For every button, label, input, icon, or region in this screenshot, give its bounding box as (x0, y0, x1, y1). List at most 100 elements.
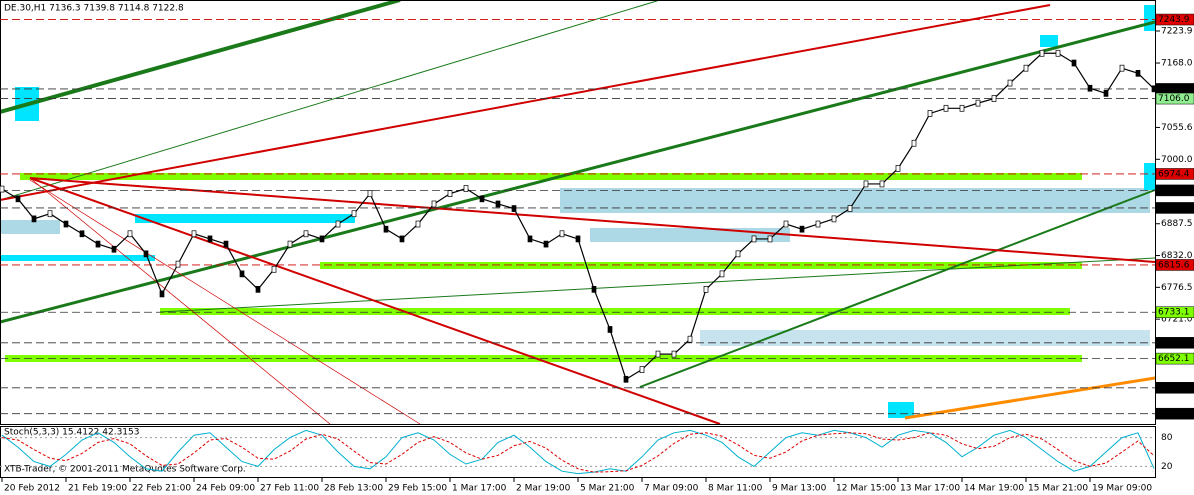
x-tick-label: 9 Mar 13:00 (772, 484, 827, 494)
candle (831, 215, 837, 223)
candle (175, 260, 181, 268)
candle (335, 220, 341, 228)
level-box (1155, 13, 1194, 26)
candle (463, 185, 469, 192)
zone-bar (320, 262, 1082, 269)
trend-line (0, 0, 401, 114)
candle (303, 230, 309, 238)
candle (703, 286, 709, 293)
candle (1087, 84, 1093, 92)
level-box (1155, 382, 1194, 394)
trend-line (0, 0, 661, 201)
stoch-line (1, 429, 1155, 475)
x-tick-label: 15 Mar 21:00 (1028, 484, 1088, 494)
candle (655, 350, 661, 358)
copyright: XTB-Trader, © 2001-2011 MetaQuotes Softw… (4, 465, 246, 475)
level-label: 7106.0 (1158, 94, 1190, 104)
candle (383, 225, 389, 233)
candle (767, 235, 773, 243)
marker-box (1040, 35, 1058, 47)
candle (1103, 90, 1109, 97)
candle (623, 375, 629, 383)
candle (671, 350, 677, 358)
channel-line (29, 177, 1156, 263)
level-box (1155, 352, 1194, 365)
candle (431, 200, 437, 208)
candle (1055, 49, 1061, 57)
candle (95, 240, 101, 248)
level-box (1155, 337, 1194, 349)
candle (1071, 59, 1077, 67)
level-label: 6915.1 (1158, 203, 1190, 213)
y-tick-label: 6776.5 (1161, 283, 1193, 293)
stoch-tick-label: 20 (1161, 462, 1173, 472)
level-label: 6945.7 (1158, 186, 1190, 196)
candle (879, 180, 885, 188)
candle (495, 200, 501, 208)
candle (159, 290, 165, 298)
trend-line (0, 20, 1156, 324)
channel-line (29, 177, 721, 425)
candle (63, 220, 69, 228)
candle (1039, 49, 1045, 57)
marker-box (1144, 5, 1156, 31)
level-box (1155, 306, 1194, 318)
candle (143, 250, 149, 258)
zone (590, 228, 790, 242)
candle (783, 220, 789, 228)
candle (719, 270, 725, 278)
candle (207, 235, 213, 243)
candle (1151, 85, 1157, 93)
candle (687, 335, 693, 343)
level-label: 7122.8 (1158, 84, 1190, 94)
indicator-title: Stoch(5,3,3) 15.4122 42.3153 (4, 428, 139, 438)
x-tick-label: 13 Mar 17:00 (900, 484, 960, 494)
x-tick-label: 24 Feb 09:00 (196, 484, 255, 494)
candle (1119, 64, 1125, 72)
indicator-frame (0, 426, 1156, 478)
candle (799, 225, 805, 233)
x-tick-label: 7 Mar 09:00 (644, 484, 699, 494)
level-label: 6556.0 (1158, 409, 1190, 419)
y-tick-label: 7000.0 (1161, 155, 1193, 165)
x-tick-label: 5 Mar 21:00 (580, 484, 635, 494)
marker-box (1144, 163, 1156, 190)
y-tick-label: 6721.0 (1161, 315, 1193, 325)
stoch-tick-label: 80 (1161, 433, 1173, 443)
candle (1135, 69, 1141, 77)
candle (367, 190, 373, 198)
candle (1007, 79, 1013, 87)
zone-bar (0, 255, 155, 261)
level-box (1155, 168, 1194, 180)
candle (287, 240, 293, 248)
candle (575, 235, 581, 243)
candle (943, 104, 949, 112)
candle (511, 205, 517, 212)
x-tick-label: 27 Feb 11:00 (260, 484, 319, 494)
candle (639, 366, 645, 373)
marker-box (888, 402, 914, 418)
candle (607, 326, 613, 333)
candle (271, 265, 277, 273)
x-tick-label: 14 Mar 19:00 (964, 484, 1024, 494)
x-tick-label: 20 Feb 2012 (4, 484, 60, 494)
trend-line (639, 189, 1156, 388)
candle (15, 195, 21, 203)
candle (351, 210, 357, 218)
candle (527, 235, 533, 243)
candle (751, 235, 757, 243)
candle (543, 240, 549, 248)
channel-line (29, 177, 331, 425)
channel-line (0, 4, 1051, 201)
candle (975, 99, 981, 107)
candle (479, 195, 485, 203)
level-label: 6733.1 (1158, 308, 1190, 318)
x-tick-label: 8 Mar 11:00 (708, 484, 763, 494)
candle (31, 215, 37, 223)
level-label: 6815.6 (1158, 260, 1190, 270)
zone (700, 330, 1150, 346)
x-tick-label: 22 Feb 21:00 (132, 484, 191, 494)
level-label: 6679.7 (1158, 338, 1190, 348)
